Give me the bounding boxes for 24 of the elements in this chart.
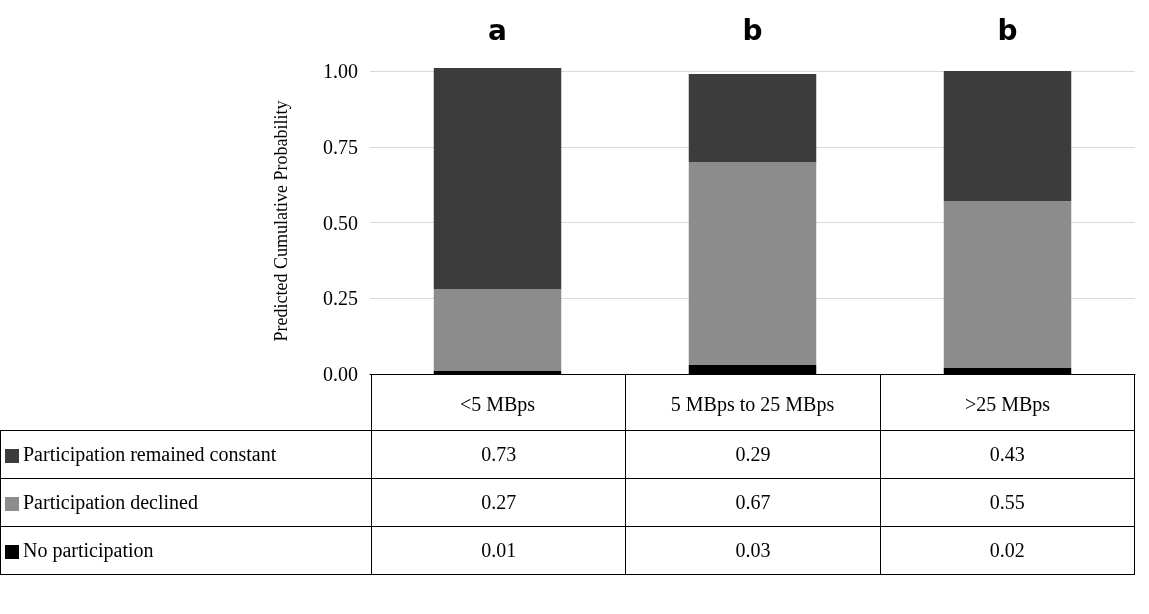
x-tick-label: >25 MBps: [964, 393, 1051, 416]
data-label: 0.29: [625, 430, 881, 479]
text: a: [488, 13, 507, 47]
text: b: [742, 13, 763, 47]
y-tick-label: 0.00: [323, 363, 358, 385]
data-label: 0.03: [625, 526, 881, 575]
legend-label: Participation remained constant: [0, 430, 372, 479]
legend-label: Participation declined: [0, 478, 372, 527]
data-label: 0.73: [371, 430, 626, 479]
y-tick-label: 0.75: [323, 135, 358, 158]
text: b: [997, 13, 1018, 47]
data-label: 0.43: [880, 430, 1135, 479]
y-axis-title: Predicted Cumulative Probability: [271, 100, 291, 342]
data-label: 0.01: [371, 526, 626, 575]
data-label: 0.02: [880, 526, 1135, 575]
x-tick-label: <5 MBps: [459, 393, 536, 416]
y-tick-label: 0.50: [323, 211, 358, 234]
data-label: 0.55: [880, 478, 1135, 527]
y-tick-label: 1.00: [323, 60, 358, 83]
data-label: 0.27: [371, 478, 626, 527]
y-tick-label: 0.25: [323, 287, 358, 310]
data-label: 0.67: [625, 478, 881, 527]
x-tick-label: 5 MBps to 25 MBps: [670, 393, 835, 416]
legend-label: No participation: [0, 526, 372, 575]
